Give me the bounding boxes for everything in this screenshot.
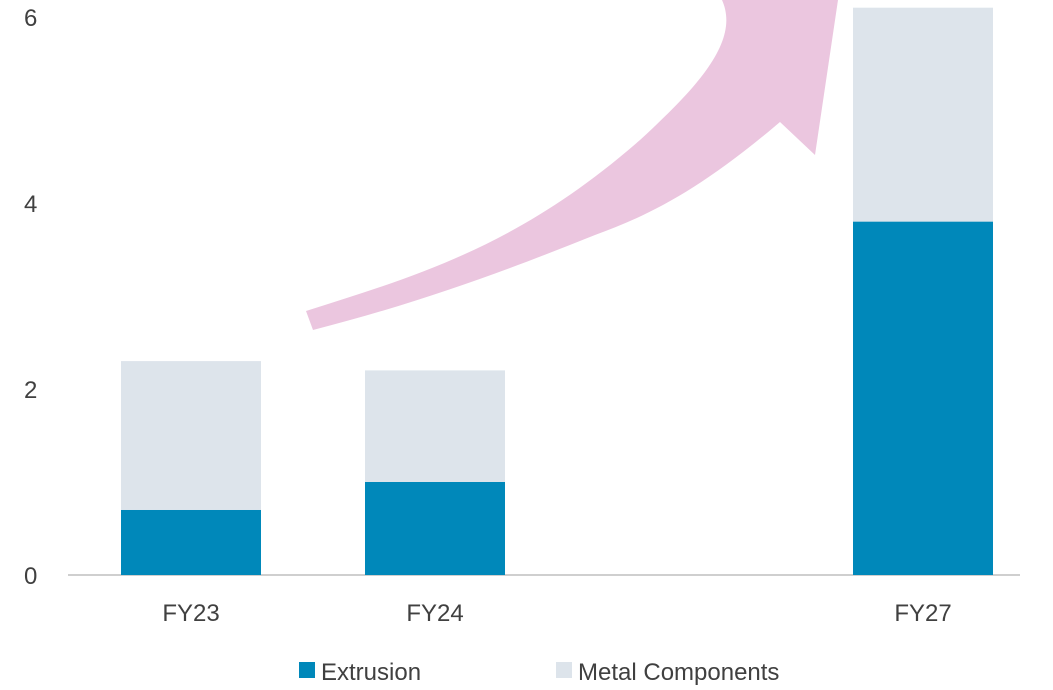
y-tick-label: 0	[24, 563, 37, 590]
bar-fy27-metal-components	[853, 7, 993, 222]
x-tick-label: FY27	[894, 600, 951, 627]
labels: 0 2 4 6 FY23 FY24 FY27	[24, 5, 952, 627]
growth-arrow	[306, 0, 838, 330]
growth-arrow-shape	[306, 0, 838, 330]
y-tick-label: 2	[24, 377, 37, 404]
y-tick-label: 6	[24, 5, 37, 32]
x-tick-label: FY23	[162, 600, 219, 627]
bar-fy24-extrusion	[365, 482, 505, 575]
y-tick-label: 4	[24, 191, 37, 218]
legend: Extrusion Metal Components	[299, 659, 779, 686]
legend-swatch-metal-components	[556, 662, 572, 678]
bar-fy24-metal-components	[365, 370, 505, 482]
legend-label-metal-components: Metal Components	[578, 659, 779, 686]
legend-label-extrusion: Extrusion	[321, 659, 421, 686]
bar-fy27-extrusion	[853, 221, 993, 575]
bar-fy23-metal-components	[121, 361, 261, 510]
bar-fy23-extrusion	[121, 509, 261, 575]
x-tick-label: FY24	[406, 600, 463, 627]
legend-swatch-extrusion	[299, 662, 315, 678]
bars	[121, 7, 993, 575]
